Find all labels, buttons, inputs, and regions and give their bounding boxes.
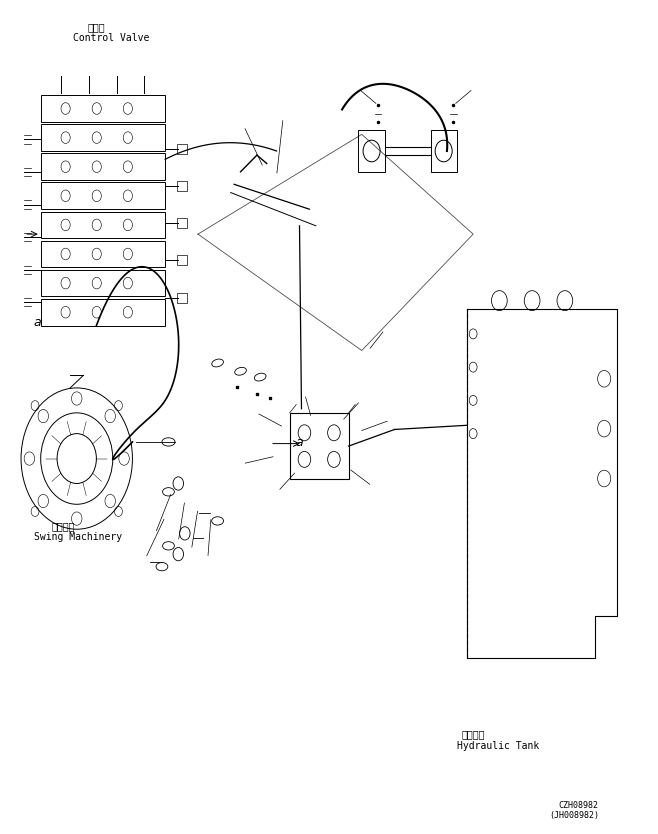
Text: (JH008982): (JH008982) (549, 811, 599, 820)
Bar (41, 183, 165, 209)
Bar (41, 124, 165, 151)
Bar (177, 143, 187, 153)
Bar (41, 153, 165, 180)
Text: a: a (295, 436, 303, 449)
Text: Hydraulic Tank: Hydraulic Tank (457, 741, 539, 751)
Bar (290, 413, 349, 480)
Bar (41, 212, 165, 239)
Bar (359, 130, 385, 172)
Bar (177, 181, 187, 191)
Text: 回转机构: 回转机构 (52, 521, 76, 531)
Text: Control Valve: Control Valve (74, 33, 150, 43)
Text: Swing Machinery: Swing Machinery (34, 532, 122, 542)
Bar (41, 95, 165, 122)
Text: 液压油箱: 液压油箱 (461, 729, 485, 739)
Bar (41, 299, 165, 325)
Bar (430, 130, 457, 172)
Bar (177, 255, 187, 265)
Bar (41, 269, 165, 296)
Bar (177, 219, 187, 229)
Bar (41, 241, 165, 268)
Text: 控制阀: 控制阀 (88, 23, 105, 33)
Bar (177, 293, 187, 303)
Text: CZH08982: CZH08982 (558, 801, 598, 810)
Text: a: a (34, 315, 41, 329)
